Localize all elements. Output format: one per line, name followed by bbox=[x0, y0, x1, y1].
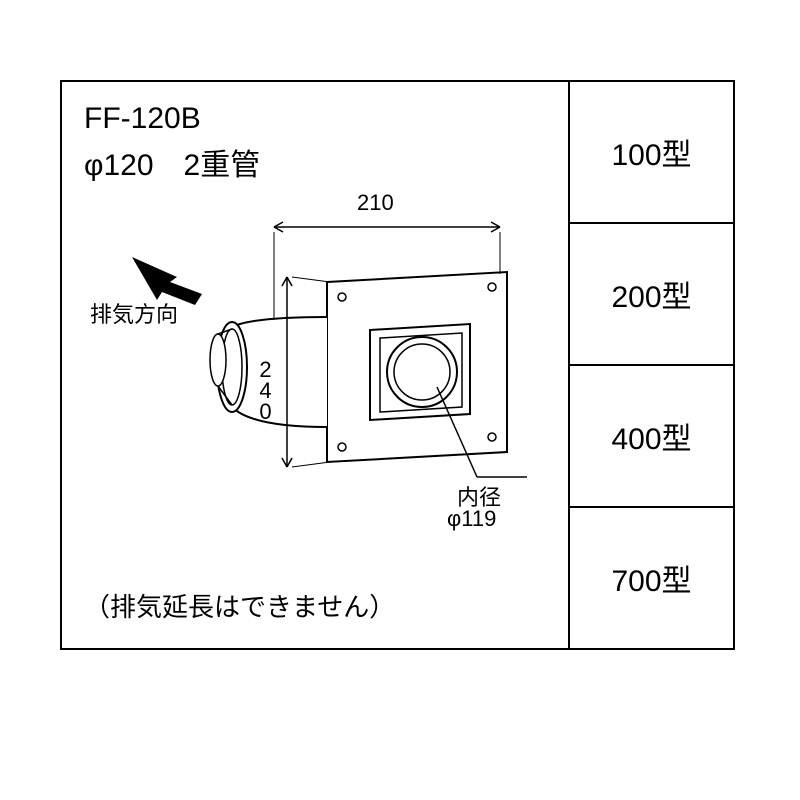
exhaust-direction-label: 排気方向 bbox=[90, 297, 178, 329]
diagram-container: FF-120B φ120 2重管 bbox=[60, 80, 740, 680]
inner-diameter-value: φ119 bbox=[447, 506, 496, 532]
pipe-spec: φ120 2重管 bbox=[84, 140, 260, 184]
type-list: 100型 200型 400型 700型 bbox=[570, 80, 735, 650]
model-number: FF-120B bbox=[84, 102, 201, 136]
type-cell: 200型 bbox=[570, 222, 735, 364]
type-cell: 400型 bbox=[570, 364, 735, 506]
main-diagram-box: FF-120B φ120 2重管 bbox=[60, 80, 570, 650]
height-dimension: 240 bbox=[252, 357, 278, 420]
note-text: （排気延長はできません） bbox=[84, 587, 395, 624]
type-cell: 100型 bbox=[570, 80, 735, 222]
width-dimension: 210 bbox=[357, 190, 394, 216]
type-cell: 700型 bbox=[570, 506, 735, 650]
